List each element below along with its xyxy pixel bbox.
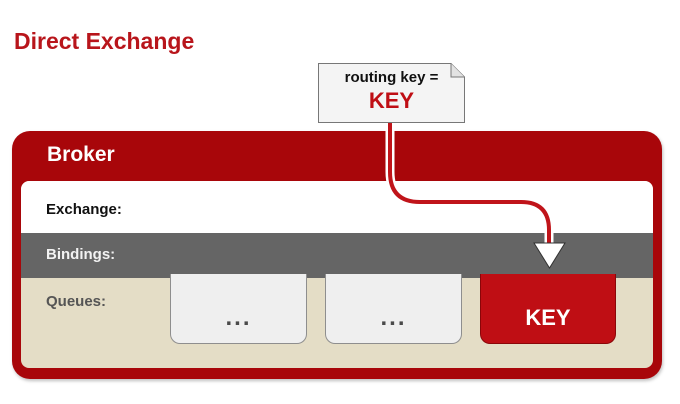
note-shape [318, 63, 465, 123]
queue-1-label: ... [225, 304, 252, 331]
queues-label: Queues: [46, 293, 107, 310]
routing-key-note: routing key = KEY [318, 63, 465, 123]
broker-label: Broker [47, 143, 115, 166]
queue-box-2: ... [325, 274, 462, 344]
queue-2-label: ... [380, 304, 407, 331]
queue-key-label: KEY [525, 305, 571, 330]
routing-key-value: KEY [368, 88, 415, 113]
queue-box-1: ... [170, 274, 307, 344]
down-triangle-arrow-icon [533, 242, 566, 269]
queue-box-key: KEY [480, 274, 616, 344]
bindings-label: Bindings: [46, 246, 116, 263]
folded-corner-icon [450, 63, 465, 78]
routing-line [388, 121, 551, 246]
diagram-title: Direct Exchange [14, 28, 195, 54]
routing-line-outline [385, 118, 554, 249]
routing-key-caption: routing key = [344, 69, 439, 86]
exchange-label: Exchange: [46, 201, 122, 218]
